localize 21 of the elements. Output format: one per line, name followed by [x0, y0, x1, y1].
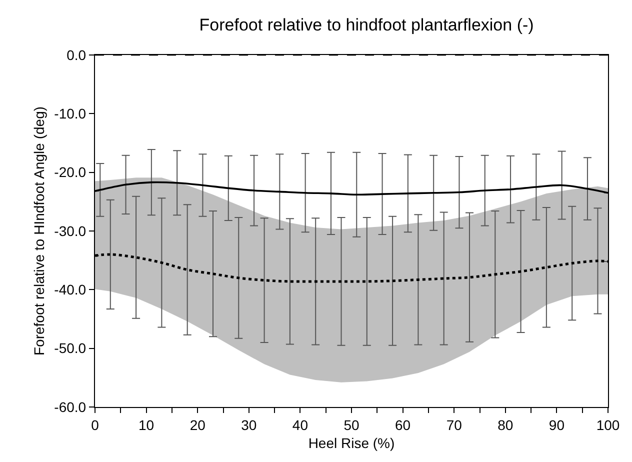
x-tick-label: 10: [138, 416, 154, 433]
y-tick-label: -20.0: [54, 164, 86, 180]
x-tick-label: 0: [91, 416, 100, 433]
y-axis-title: Forefoot relative to HIndfoot Angle (deg): [30, 106, 47, 356]
x-axis-title: Heel Rise (%): [308, 435, 395, 452]
y-tick-label: -60.0: [54, 398, 86, 415]
x-tick-label: 20: [190, 416, 206, 433]
x-tick-label: 50: [344, 416, 360, 433]
y-tick-label: -30.0: [54, 222, 86, 239]
x-tick-label: 40: [292, 416, 308, 433]
x-tick-label: 100: [596, 416, 620, 433]
x-tick-label: 30: [241, 416, 257, 433]
y-tick-label: -40.0: [54, 282, 86, 298]
x-tick-label: 80: [498, 416, 514, 433]
chart-title: Forefoot relative to hindfoot plantarflexion (-): [199, 15, 534, 34]
x-tick-label: 60: [395, 416, 411, 433]
x-tick-label: 70: [446, 416, 462, 433]
y-tick-label: 0.0: [66, 46, 86, 63]
y-tick-label: -10.0: [54, 106, 86, 122]
x-tick-label: 90: [548, 416, 565, 433]
y-tick-label: -50.0: [54, 340, 86, 356]
